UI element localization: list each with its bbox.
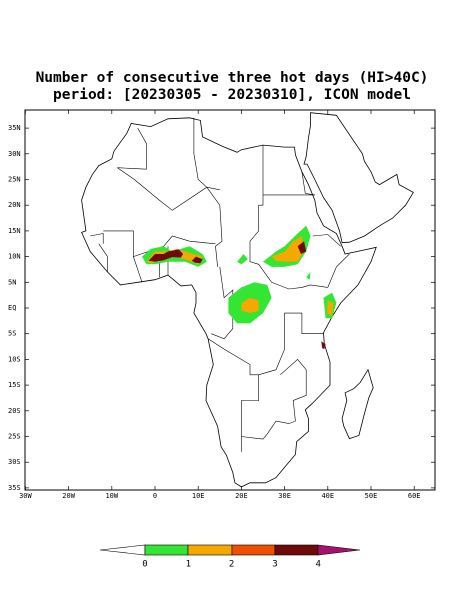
lon-label: 30W bbox=[19, 492, 32, 500]
lat-label: 10S bbox=[8, 355, 21, 363]
border bbox=[327, 253, 350, 288]
colorbar-bin bbox=[274, 544, 319, 556]
lat-label: 20S bbox=[8, 407, 21, 415]
border bbox=[206, 187, 223, 267]
hot-days-area bbox=[191, 256, 203, 264]
land-outline bbox=[303, 112, 414, 244]
map-frame bbox=[24, 109, 436, 491]
colorbar-bin bbox=[144, 544, 189, 556]
hot-days-area bbox=[306, 272, 311, 280]
lat-label: 25N bbox=[8, 176, 21, 184]
lat-label: 30S bbox=[8, 458, 21, 466]
border bbox=[241, 358, 307, 440]
title-line: period: [20230305 - 20230310], ICON mode… bbox=[53, 87, 411, 103]
title-line: Number of consecutive three hot days (HI… bbox=[36, 70, 429, 86]
hot-days-area bbox=[321, 341, 326, 350]
lat-label: 20N bbox=[8, 201, 21, 209]
lon-label: 20W bbox=[62, 492, 75, 500]
colorbar-bin bbox=[231, 544, 276, 556]
border bbox=[98, 243, 108, 272]
lon-label: 10E bbox=[192, 492, 205, 500]
lon-label: 0 bbox=[153, 492, 157, 500]
lat-label: 35S bbox=[8, 484, 21, 492]
colorbar: 0 1 2 3 4 bbox=[99, 544, 361, 570]
colorbar-label: 4 bbox=[315, 560, 320, 570]
colorbar-label: 3 bbox=[272, 560, 277, 570]
hot-days-area bbox=[241, 297, 259, 314]
border bbox=[312, 234, 342, 247]
border bbox=[249, 145, 328, 290]
lon-label: 20E bbox=[235, 492, 248, 500]
lon-label: 40E bbox=[321, 492, 334, 500]
border bbox=[117, 167, 220, 211]
colorbar-low bbox=[99, 544, 146, 556]
border bbox=[90, 233, 104, 244]
colorbar-label: 1 bbox=[186, 560, 191, 570]
hot-days-area bbox=[326, 300, 334, 316]
lat-label: 25S bbox=[8, 433, 21, 441]
lat-label: 30N bbox=[8, 150, 21, 158]
land-outline bbox=[341, 368, 374, 440]
lat-label: 15S bbox=[8, 381, 21, 389]
hot-days-area bbox=[237, 254, 248, 265]
lon-label: 50E bbox=[365, 492, 378, 500]
colorbar-label: 2 bbox=[229, 560, 234, 570]
hot-days-area bbox=[297, 241, 307, 254]
lat-label: 5N bbox=[8, 278, 16, 286]
lat-label: 15N bbox=[8, 227, 21, 235]
border bbox=[258, 312, 324, 376]
lat-label: 10N bbox=[8, 253, 21, 261]
lon-label: 30E bbox=[278, 492, 291, 500]
lat-label: 35N bbox=[8, 124, 21, 132]
lon-label: 10W bbox=[105, 492, 118, 500]
colorbar-label: 0 bbox=[142, 560, 147, 570]
hot-days-area bbox=[271, 236, 304, 262]
colorbar-high bbox=[317, 544, 361, 556]
hot-days-area bbox=[148, 249, 184, 262]
colorbar-bin bbox=[187, 544, 233, 556]
border bbox=[117, 127, 147, 170]
lat-label: EQ bbox=[8, 304, 16, 312]
lon-label: 60E bbox=[408, 492, 421, 500]
border bbox=[193, 117, 208, 188]
border bbox=[133, 256, 143, 283]
border bbox=[301, 171, 315, 196]
map bbox=[81, 112, 414, 488]
lat-label: 5S bbox=[8, 330, 16, 338]
